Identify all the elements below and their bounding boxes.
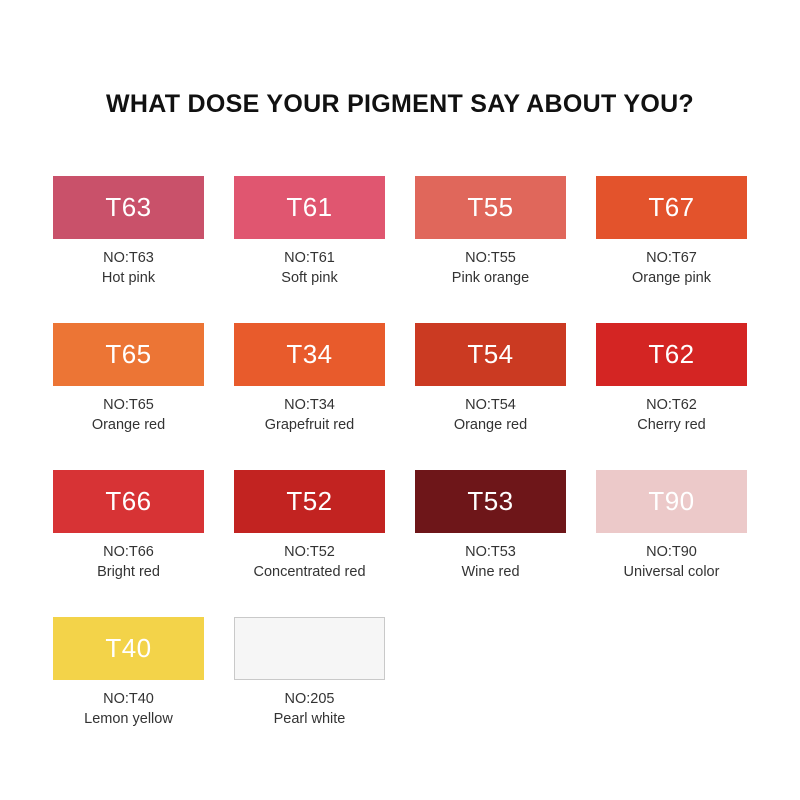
color-name: Universal color bbox=[623, 564, 720, 580]
swatch-card-t52: T52 NO:T52 Concentrated red bbox=[234, 470, 385, 617]
color-name: Bright red bbox=[97, 564, 160, 580]
color-name: Hot pink bbox=[101, 270, 156, 286]
color-swatch: T65 bbox=[53, 323, 204, 386]
color-number: NO:205 bbox=[284, 691, 335, 707]
swatch-card-t90: T90 NO:T90 Universal color bbox=[596, 470, 747, 617]
color-swatch: T66 bbox=[53, 470, 204, 533]
color-swatch: T53 bbox=[415, 470, 566, 533]
swatch-card-t66: T66 NO:T66 Bright red bbox=[53, 470, 204, 617]
color-name: Orange red bbox=[453, 417, 528, 433]
color-number: NO:T62 bbox=[646, 397, 697, 413]
color-swatch: T40 bbox=[53, 617, 204, 680]
color-swatch: T61 bbox=[234, 176, 385, 239]
swatch-card-205: NO:205 Pearl white bbox=[234, 617, 385, 764]
color-number: NO:T67 bbox=[646, 250, 697, 266]
page-title: WHAT DOSE YOUR PIGMENT SAY ABOUT YOU? bbox=[105, 90, 695, 118]
color-number: NO:T61 bbox=[284, 250, 335, 266]
color-swatch: T34 bbox=[234, 323, 385, 386]
color-swatch: T90 bbox=[596, 470, 747, 533]
color-name: Pearl white bbox=[273, 711, 346, 727]
color-name: Pink orange bbox=[451, 270, 530, 286]
color-name: Orange pink bbox=[632, 270, 711, 286]
color-swatch: T63 bbox=[53, 176, 204, 239]
color-swatch: T55 bbox=[415, 176, 566, 239]
color-number: NO:T65 bbox=[103, 397, 154, 413]
color-name: Soft pink bbox=[281, 270, 338, 286]
color-name: Grapefruit red bbox=[264, 417, 355, 433]
color-number: NO:T63 bbox=[103, 250, 154, 266]
color-number: NO:T53 bbox=[465, 544, 516, 560]
color-number: NO:T55 bbox=[465, 250, 516, 266]
swatch-card-t67: T67 NO:T67 Orange pink bbox=[596, 176, 747, 323]
color-number: NO:T34 bbox=[284, 397, 335, 413]
swatch-card-t54: T54 NO:T54 Orange red bbox=[415, 323, 566, 470]
color-name: Cherry red bbox=[637, 417, 706, 433]
color-number: NO:T54 bbox=[465, 397, 516, 413]
swatch-card-t55: T55 NO:T55 Pink orange bbox=[415, 176, 566, 323]
color-swatch: T67 bbox=[596, 176, 747, 239]
swatch-card-t65: T65 NO:T65 Orange red bbox=[53, 323, 204, 470]
swatch-card-t34: T34 NO:T34 Grapefruit red bbox=[234, 323, 385, 470]
color-swatch: T62 bbox=[596, 323, 747, 386]
color-number: NO:T66 bbox=[103, 544, 154, 560]
color-number: NO:T40 bbox=[103, 691, 154, 707]
color-number: NO:T52 bbox=[284, 544, 335, 560]
color-number: NO:T90 bbox=[646, 544, 697, 560]
swatch-card-t63: T63 NO:T63 Hot pink bbox=[53, 176, 204, 323]
color-name: Concentrated red bbox=[253, 564, 366, 580]
swatch-card-t40: T40 NO:T40 Lemon yellow bbox=[53, 617, 204, 764]
color-swatch: T52 bbox=[234, 470, 385, 533]
color-name: Orange red bbox=[91, 417, 166, 433]
color-swatch-grid: T63 NO:T63 Hot pink T61 NO:T61 Soft pink… bbox=[53, 176, 747, 764]
color-swatch bbox=[234, 617, 385, 680]
color-name: Lemon yellow bbox=[84, 711, 173, 727]
swatch-card-t53: T53 NO:T53 Wine red bbox=[415, 470, 566, 617]
swatch-card-t62: T62 NO:T62 Cherry red bbox=[596, 323, 747, 470]
color-name: Wine red bbox=[461, 564, 520, 580]
color-swatch: T54 bbox=[415, 323, 566, 386]
swatch-card-t61: T61 NO:T61 Soft pink bbox=[234, 176, 385, 323]
